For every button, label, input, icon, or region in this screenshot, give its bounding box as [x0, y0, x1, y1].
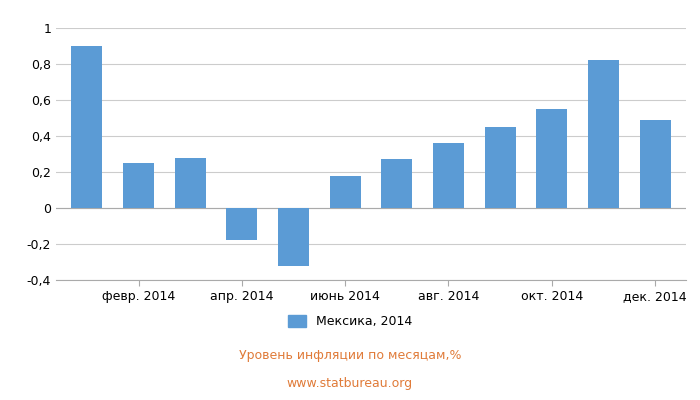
Bar — [71, 46, 102, 208]
Legend: Мексика, 2014: Мексика, 2014 — [283, 310, 417, 333]
Bar — [433, 143, 464, 208]
Bar — [382, 159, 412, 208]
Bar — [588, 60, 619, 208]
Text: Уровень инфляции по месяцам,%: Уровень инфляции по месяцам,% — [239, 350, 461, 362]
Bar — [484, 127, 516, 208]
Bar — [175, 158, 206, 208]
Bar — [640, 120, 671, 208]
Text: www.statbureau.org: www.statbureau.org — [287, 378, 413, 390]
Bar — [226, 208, 258, 240]
Bar — [330, 176, 360, 208]
Bar — [536, 109, 567, 208]
Bar — [123, 163, 154, 208]
Bar — [278, 208, 309, 266]
